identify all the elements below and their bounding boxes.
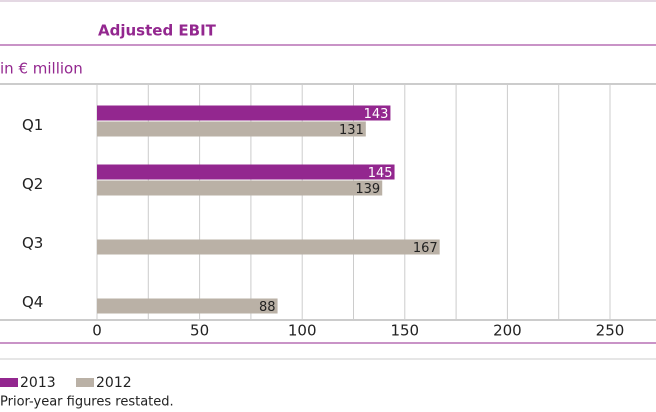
x-tick-label: 250	[596, 322, 625, 340]
legend-label: 2013	[20, 375, 56, 391]
bar	[97, 105, 391, 121]
bar	[97, 121, 366, 137]
bar	[97, 239, 440, 255]
value-label: 131	[339, 123, 364, 138]
value-label: 143	[364, 107, 389, 122]
subtitle: in € million	[0, 60, 83, 78]
value-label: 167	[413, 241, 438, 256]
y-tick-label: Q3	[22, 234, 43, 252]
value-label: 88	[259, 300, 276, 315]
bar	[97, 180, 383, 196]
footnote: Prior-year figures restated.	[0, 395, 174, 410]
x-tick-label: 150	[390, 322, 419, 340]
y-tick-label: Q4	[22, 293, 43, 311]
y-tick-label: Q1	[22, 116, 43, 134]
x-tick-label: 200	[493, 322, 522, 340]
legend-swatch	[0, 378, 18, 387]
x-tick-label: 100	[288, 322, 317, 340]
bar	[97, 164, 395, 180]
x-tick-label: 50	[190, 322, 209, 340]
chart-title: Adjusted EBIT	[98, 22, 217, 40]
bar	[97, 298, 278, 314]
value-label: 139	[355, 182, 380, 197]
legend-label: 2012	[96, 375, 132, 391]
y-tick-label: Q2	[22, 175, 43, 193]
legend-swatch	[76, 378, 94, 387]
x-tick-label: 0	[92, 322, 102, 340]
value-label: 145	[368, 166, 393, 181]
